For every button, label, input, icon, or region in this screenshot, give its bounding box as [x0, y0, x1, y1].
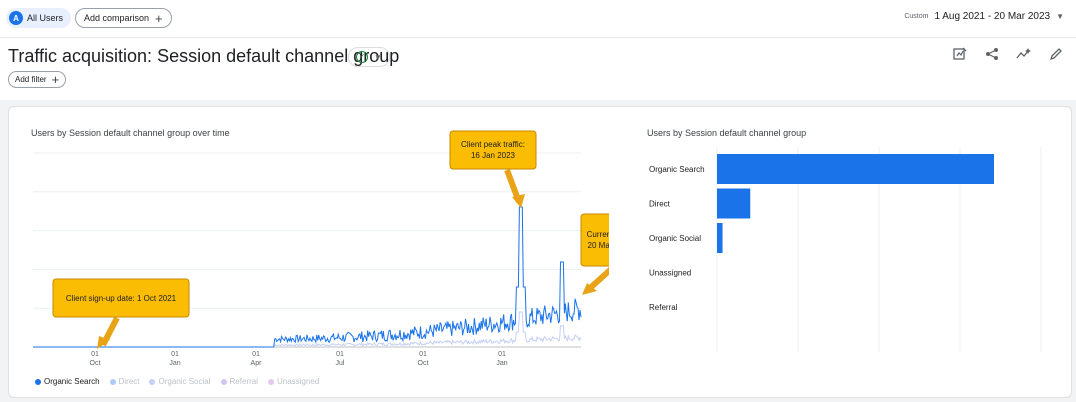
line-chart-x-ticks: 01 Oct 01 Jan 01 Apr 01 Jul 01 Oct 01 Jan	[90, 351, 508, 367]
current-arrow-head	[582, 283, 597, 295]
x-tick-month: Jan	[496, 360, 507, 367]
legend-dot	[35, 378, 41, 385]
top-bar: A All Users Add comparison + Custom 1 Au…	[0, 0, 1076, 38]
legend-dot	[267, 378, 274, 385]
legend-label: Unassigned	[276, 377, 320, 386]
bar-category-label: Organic Social	[649, 234, 701, 243]
report-header: Traffic acquisition: Session default cha…	[0, 38, 1076, 100]
plus-icon: +	[155, 10, 163, 26]
peak-callout-line2: 16 Jan 2023	[471, 151, 516, 160]
annotation-layer: Client peak traffic: 16 Jan 2023 Current…	[52, 130, 609, 349]
legend-dot	[149, 378, 156, 385]
peak-callout	[449, 130, 537, 170]
x-tick-month: Oct	[90, 360, 101, 367]
peak-arrow-head	[512, 194, 525, 208]
line-chart-series	[33, 206, 582, 348]
legend-dot	[109, 378, 116, 385]
legend-item[interactable]: Unassigned	[267, 377, 320, 386]
current-callout	[580, 213, 609, 267]
x-tick-day: 01	[336, 351, 344, 358]
legend-label: Organic Social	[158, 377, 211, 386]
bar-category-label: Referral	[649, 303, 678, 312]
legend-dot	[220, 378, 227, 385]
x-tick-month: Jul	[336, 360, 345, 367]
user-segment-chip[interactable]: A All Users	[6, 8, 72, 28]
report-status-chip[interactable]: ✓ ▼	[348, 47, 390, 67]
x-tick-day: 01	[252, 351, 260, 358]
signup-callout-text: Client sign-up date: 1 Oct 2021	[66, 294, 177, 303]
legend-item[interactable]: Organic Social	[149, 377, 211, 386]
add-comparison-label: Add comparison	[84, 13, 150, 23]
peak-callout-line1: Client peak traffic:	[461, 140, 525, 149]
chart-card: Users by Session default channel group o…	[8, 106, 1072, 398]
signup-arrow-head	[97, 336, 110, 349]
bar-chart-title: Users by Session default channel group	[647, 128, 807, 138]
add-comparison-button[interactable]: Add comparison +	[75, 8, 172, 28]
insights-icon[interactable]	[1016, 46, 1032, 62]
bar-chart: Organic Search Direct Organic Social Unassi…	[649, 147, 1042, 352]
bar-chart-bars	[717, 154, 994, 253]
x-tick-day: 01	[419, 351, 427, 358]
plus-icon: +	[51, 72, 60, 87]
bar-category-label: Unassigned	[649, 269, 691, 278]
check-circle-icon: ✓	[356, 51, 369, 63]
segment-avatar: A	[9, 11, 23, 25]
current-callout-line1: Current date:	[587, 230, 609, 239]
series-line-organic-search	[33, 206, 582, 348]
current-arrow	[586, 266, 609, 292]
page-title: Traffic acquisition: Session default cha…	[8, 46, 400, 66]
x-tick-month: Jan	[169, 360, 180, 367]
x-tick-day: 01	[498, 351, 506, 358]
add-filter-button[interactable]: Add filter +	[8, 71, 67, 88]
share-icon[interactable]	[984, 46, 1000, 62]
pencil-icon[interactable]	[1048, 46, 1064, 62]
report-toolbar	[952, 46, 1064, 62]
date-range-value: 1 Aug 2021 - 20 Mar 2023	[934, 11, 1051, 22]
date-range-picker[interactable]: Custom 1 Aug 2021 - 20 Mar 2023 ▼	[904, 11, 1064, 22]
add-filter-label: Add filter	[15, 75, 47, 84]
custom-label: Custom	[904, 13, 929, 20]
user-segment-label: All Users	[27, 13, 64, 23]
legend-item[interactable]: Direct	[109, 377, 140, 386]
legend-label: Referral	[229, 377, 258, 386]
legend-item[interactable]: Referral	[220, 377, 258, 386]
bar-chart-labels: Organic Search Direct Organic Social Unassi…	[649, 165, 705, 312]
legend-label: Organic Search	[44, 377, 100, 386]
x-tick-month: Oct	[418, 360, 429, 367]
legend-label: Direct	[118, 377, 140, 386]
bar-organic-social	[717, 223, 723, 253]
bar-category-label: Organic Search	[649, 165, 705, 174]
x-tick-month: Apr	[251, 360, 263, 367]
line-chart-title: Users by Session default channel group o…	[31, 128, 230, 138]
signup-callout	[52, 278, 190, 318]
line-chart-legend: Organic Search Direct Organic Social Referr…	[35, 377, 319, 386]
bar-category-label: Direct	[649, 200, 671, 209]
bar-direct	[717, 188, 751, 219]
legend-item[interactable]: Organic Search	[35, 377, 100, 386]
x-tick-day: 01	[91, 351, 99, 358]
edit-report-icon[interactable]	[952, 46, 968, 62]
bar-organic-search	[717, 154, 994, 184]
current-callout-line2: 20 Mar 2023	[588, 241, 609, 250]
caret-down-icon: ▼	[374, 52, 382, 62]
caret-down-icon: ▼	[1056, 12, 1064, 21]
x-tick-day: 01	[171, 351, 179, 358]
